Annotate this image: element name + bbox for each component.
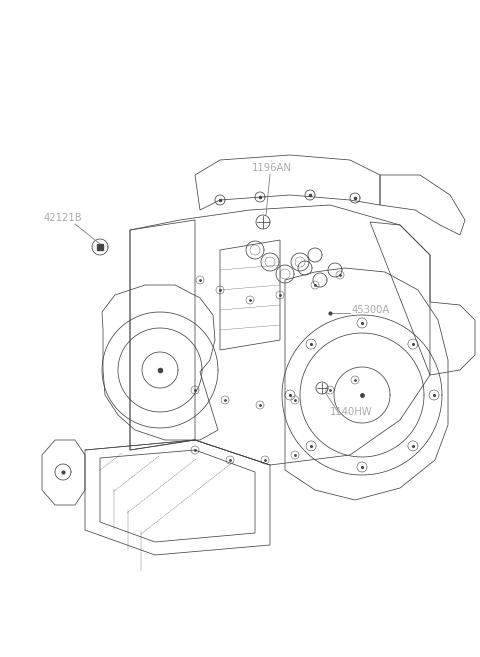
Text: 42121B: 42121B: [44, 213, 83, 223]
Text: 45300A: 45300A: [352, 305, 390, 315]
Text: 1196AN: 1196AN: [252, 163, 292, 173]
Text: 1140HW: 1140HW: [330, 407, 372, 417]
